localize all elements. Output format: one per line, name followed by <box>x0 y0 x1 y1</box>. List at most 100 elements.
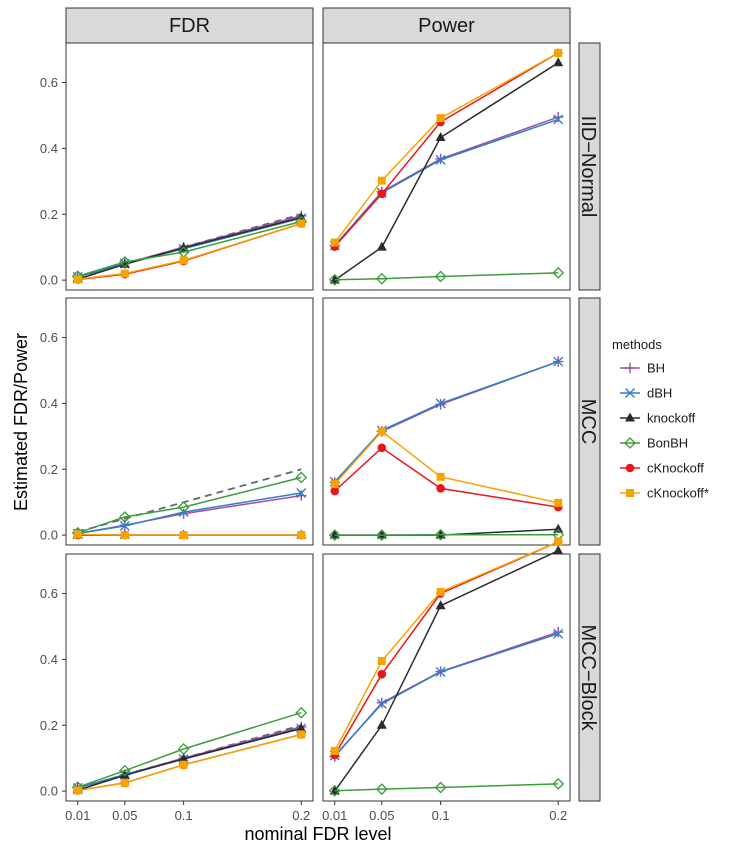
legend-label: cKnockoff <box>647 461 704 476</box>
strip-row-label: MCC−Block <box>577 624 599 731</box>
point-bonbh <box>434 781 447 794</box>
legend-label: BonBH <box>647 436 688 451</box>
strip-col-label: FDR <box>169 15 210 37</box>
legend-label: dBH <box>647 386 672 401</box>
point-bonbh <box>118 256 131 268</box>
panel-iid-normal-fdr <box>65 42 314 291</box>
point-bh <box>553 626 564 638</box>
point-cknockoff <box>377 669 387 679</box>
point-knockoff <box>435 600 446 610</box>
strip-col-box <box>322 7 571 44</box>
strip-row-label: IID−Normal <box>577 116 599 218</box>
panels-layer <box>65 42 571 802</box>
point-knockoff <box>119 769 130 779</box>
y-tick-label: 0.6 <box>40 330 58 345</box>
series-cknockoff <box>330 48 563 247</box>
legend-key-marker <box>625 412 635 422</box>
y-tick-label: 0.4 <box>40 652 58 667</box>
panel-border <box>322 553 571 802</box>
point-bonbh <box>375 529 388 542</box>
y-tick-label: 0.0 <box>40 273 58 288</box>
point-knockoff <box>329 785 340 795</box>
point-dbh <box>553 356 564 367</box>
point-cknockoff <box>120 778 129 787</box>
series-line-cknockoff <box>77 222 302 280</box>
y-tick-label: 0.4 <box>40 141 58 156</box>
point-cknockoff <box>330 746 339 755</box>
series-line-dbh <box>334 360 559 483</box>
axes-layer: 0.0 0.2 0.4 0.6 0.0 0.2 0.4 0.6 0.0 0.2 0.4 0.6 0.01… <box>40 75 567 823</box>
point-knockoff <box>553 545 564 555</box>
series-line-bonbh <box>334 783 559 792</box>
point-knockoff <box>119 258 130 268</box>
point-cknockoff <box>436 472 445 481</box>
point-cknockoff <box>554 48 563 57</box>
strip-col-power: Power <box>322 7 571 44</box>
panel-border <box>65 42 314 291</box>
point-cknockoff <box>436 114 445 123</box>
series-line-bonbh <box>77 476 302 534</box>
panel-border <box>322 297 571 546</box>
series-line-bonbh <box>77 220 302 277</box>
strip-col-label: Power <box>418 15 475 37</box>
strip-col-box <box>65 7 314 44</box>
point-knockoff <box>376 529 387 539</box>
x-tick-label: 0.05 <box>369 808 394 823</box>
x-axis-label: nominal FDR level <box>244 824 391 844</box>
strip-row-box <box>578 553 601 802</box>
legend-key-marker <box>624 362 636 374</box>
point-bonbh <box>295 471 308 484</box>
point-cknockoff <box>377 657 386 666</box>
series-line-dbh <box>77 492 302 535</box>
x-tick-label: 0.01 <box>322 808 347 823</box>
series-cknockoff <box>73 219 306 284</box>
strips-layer: FDR Power IID−Normal MCC MCC−Block <box>65 7 601 802</box>
point-cknockoff <box>73 275 82 284</box>
strip-row-label: MCC <box>577 399 599 445</box>
panel-border <box>322 42 571 291</box>
point-dbh <box>435 398 446 409</box>
point-bonbh <box>328 273 341 286</box>
point-bonbh <box>295 706 308 719</box>
point-dbh <box>296 487 307 498</box>
point-cknockoff <box>330 486 340 496</box>
series-line-cknockoff <box>334 52 559 244</box>
point-cknockoff <box>297 730 306 739</box>
series-line-cknockoff <box>334 430 559 504</box>
point-cknockoff <box>179 256 188 265</box>
legend-key-marker <box>625 463 635 473</box>
point-bonbh <box>552 266 565 279</box>
strip-row-mcc-block: MCC−Block <box>577 553 601 802</box>
point-cknockoff <box>436 587 445 596</box>
point-cknockoff <box>73 530 82 539</box>
point-bonbh <box>118 511 131 523</box>
y-tick-label: 0.6 <box>40 75 58 90</box>
point-dbh <box>435 666 446 677</box>
panel-mcc-block-fdr <box>65 553 314 802</box>
point-knockoff <box>376 719 387 729</box>
point-cknockoff <box>554 537 563 546</box>
point-bonbh <box>552 777 565 790</box>
point-knockoff <box>178 753 189 763</box>
point-dbh <box>119 520 130 531</box>
legend-label: knockoff <box>647 411 696 426</box>
series-line-knockoff <box>334 550 559 792</box>
legend-key-marker <box>625 388 635 398</box>
series-line-cknockoff <box>334 52 559 247</box>
y-tick-label: 0.2 <box>40 718 58 733</box>
x-tick-label: 0.1 <box>432 808 450 823</box>
legend: methods BH dBH knockoff BonBH cKnockoff cKnock… <box>612 337 709 501</box>
panel-mcc-block-power <box>322 537 571 802</box>
legend-key-marker <box>626 489 634 497</box>
y-axis-label: Estimated FDR/Power <box>11 333 31 511</box>
point-knockoff <box>376 241 387 251</box>
strip-row-iid-normal: IID−Normal <box>577 42 601 291</box>
point-cknockoff <box>120 531 129 540</box>
y-tick-label: 0.2 <box>40 207 58 222</box>
series-line-knockoff <box>77 727 302 791</box>
series-cknockoff <box>73 530 306 540</box>
point-knockoff <box>329 529 340 539</box>
point-bonbh <box>434 270 447 283</box>
point-cknockoff <box>297 531 306 540</box>
point-knockoff <box>553 523 564 533</box>
